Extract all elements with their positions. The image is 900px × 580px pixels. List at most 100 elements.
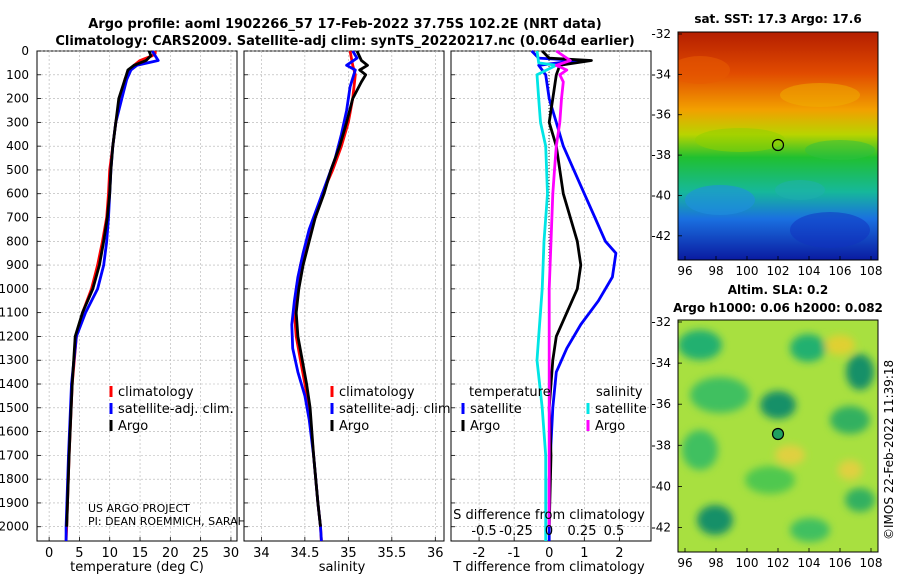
depth-tick-label: 700: [6, 211, 29, 225]
pi-label: PI: DEAN ROEMMICH, SARAH: [88, 515, 246, 528]
map-lat-label: -42: [651, 521, 671, 535]
x-tick-label: 1: [580, 546, 588, 561]
argo-float-marker: [771, 427, 785, 441]
x-tick-label: 5: [75, 546, 83, 561]
legend-t-satellite-label: satellite: [470, 402, 522, 417]
legend-temperature-title: temperature: [469, 385, 551, 400]
series-line-s-satellite: [535, 50, 558, 541]
project-label: US ARGO PROJECT: [88, 502, 190, 515]
x-tick-label: 2: [615, 546, 623, 561]
difference-panel: -2 -1 0 1 2 T difference from climatology S …: [450, 49, 652, 575]
map-lon-label: 106: [829, 264, 852, 278]
sst-texture: [678, 56, 875, 248]
depth-tick-label: 1200: [0, 329, 29, 343]
x-tick-label: 35.5: [377, 546, 406, 561]
legend-argo-label: Argo: [339, 419, 369, 434]
series-line-argo: [65, 50, 153, 527]
salinity-panel: 34 34.5 35 35.5 36 salinity climatology sate…: [243, 50, 455, 575]
argo-float-marker: [771, 138, 785, 152]
map-lat-label: -36: [651, 108, 671, 122]
map-lat-label: -32: [651, 315, 671, 329]
x-tick-label: 35: [340, 546, 357, 561]
map-lon-label: 98: [708, 264, 723, 278]
temperature-panel: 0 5 10 15 20 25 30 temperature (deg C) climato…: [36, 50, 246, 575]
x-tick-label: 15: [132, 546, 149, 561]
map-lon-label: 102: [767, 264, 790, 278]
x-tick-label: 25: [192, 546, 209, 561]
legend-climatology-label: climatology: [118, 385, 194, 400]
temperature-xlabel: temperature (deg C): [70, 560, 204, 575]
map-lat-label: -40: [651, 188, 671, 202]
series-line-t-satellite: [530, 50, 618, 541]
map-lat-label: -40: [651, 479, 671, 493]
sla-map: Altim. SLA: 0.2 Argo h1000: 0.06 h2000: …: [651, 283, 883, 570]
top-x-tick-label: -0.25: [499, 524, 533, 539]
x-tick-label: 0: [45, 546, 53, 561]
depth-tick-label: 400: [6, 139, 29, 153]
depth-tick-label: 1600: [0, 425, 29, 439]
depth-tick-label: 1800: [0, 472, 29, 486]
depth-axis: 0 100 200 300 400 500 600 700 800 900 1000 1100 1200…: [0, 44, 29, 534]
difference-legend: temperature satellite Argo salinity sate…: [461, 385, 647, 434]
sla-map-title-line2: Argo h1000: 0.06 h2000: 0.082: [673, 301, 883, 315]
map-lat-label: -38: [651, 148, 671, 162]
x-tick-label: -2: [473, 546, 486, 561]
map-lon-label: 96: [677, 264, 692, 278]
top-x-tick-label: -0.5: [471, 524, 496, 539]
figure-title-line1: Argo profile: aoml 1902266_57 17-Feb-202…: [88, 17, 601, 32]
series-line-s-argo: [547, 49, 572, 527]
legend-argo-label: Argo: [118, 419, 148, 434]
map-lat-label: -42: [651, 229, 671, 243]
salinity-legend: climatology satellite-adj. clim. Argo: [330, 385, 455, 434]
x-tick-label: 34.5: [290, 546, 319, 561]
x-tick-label: 34: [253, 546, 270, 561]
map-lon-label: 104: [798, 264, 821, 278]
difference-top-xlabel: S difference from climatology: [453, 508, 645, 523]
top-x-tick-label: 0.25: [568, 524, 597, 539]
map-lon-label: 98: [708, 556, 723, 570]
map-lat-label: -38: [651, 438, 671, 452]
salinity-xlabel: salinity: [319, 560, 366, 575]
depth-tick-label: 1400: [0, 377, 29, 391]
depth-tick-label: 200: [6, 92, 29, 106]
sla-texture: [678, 330, 875, 542]
map-lon-label: 108: [860, 556, 883, 570]
x-tick-label: 10: [101, 546, 118, 561]
depth-tick-label: 600: [6, 187, 29, 201]
depth-tick-label: 300: [6, 115, 29, 129]
x-tick-label: 0: [545, 546, 553, 561]
legend-satellite-label: satellite-adj. clim.: [118, 402, 234, 417]
top-x-tick-label: 0: [545, 524, 553, 539]
legend-s-argo-label: Argo: [595, 419, 625, 434]
legend-s-satellite-label: satellite: [595, 402, 647, 417]
depth-tick-label: 2000: [0, 520, 29, 534]
depth-tick-label: 800: [6, 234, 29, 248]
legend-salinity-title: salinity: [596, 385, 643, 400]
depth-tick-label: 0: [21, 44, 29, 58]
x-tick-label: 36: [427, 546, 444, 561]
map-lat-label: -36: [651, 397, 671, 411]
depth-tick-label: 900: [6, 258, 29, 272]
depth-tick-label: 500: [6, 163, 29, 177]
map-lon-label: 106: [829, 556, 852, 570]
series-line-argo: [294, 50, 369, 527]
difference-xlabel: T difference from climatology: [452, 560, 645, 575]
x-tick-label: 20: [162, 546, 179, 561]
map-lon-label: 108: [860, 264, 883, 278]
x-tick-label: -1: [508, 546, 521, 561]
depth-tick-label: 1000: [0, 282, 29, 296]
map-lon-label: 104: [798, 556, 821, 570]
legend-satellite-label: satellite-adj. clim.: [339, 402, 455, 417]
depth-tick-label: 1300: [0, 353, 29, 367]
map-lat-label: -34: [651, 356, 671, 370]
map-lon-label: 96: [677, 556, 692, 570]
x-tick-label: 30: [223, 546, 240, 561]
map-lon-label: 100: [736, 264, 759, 278]
sla-map-title-line1: Altim. SLA: 0.2: [728, 283, 829, 297]
depth-tick-label: 1900: [0, 496, 29, 510]
depth-tick-label: 100: [6, 68, 29, 82]
top-x-tick-label: 0.5: [604, 524, 625, 539]
map-lon-label: 102: [767, 556, 790, 570]
legend-climatology-label: climatology: [339, 385, 415, 400]
